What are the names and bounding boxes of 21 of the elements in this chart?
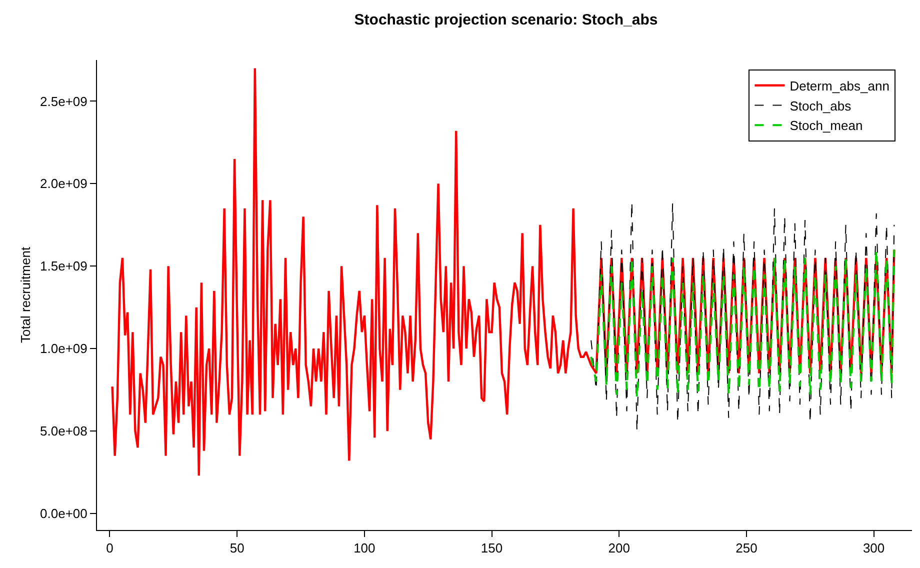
y-tick-label: 2.5e+09 [40,94,88,109]
x-tick-label: 100 [354,540,376,556]
y-tick-label: 0.0e+00 [40,506,88,522]
legend-label: Stoch_abs [790,98,852,114]
y-tick-label: 2.0e+09 [40,176,88,192]
y-tick-label: 1.5e+09 [40,258,88,274]
x-tick-label: 250 [736,540,758,556]
line-series [111,67,896,477]
chart-title: Stochastic projection scenario: Stoch_abs [354,12,658,29]
y-tick-label: 5.0e+08 [40,424,88,439]
x-tick-label: 50 [230,540,244,556]
line-series [590,201,895,432]
x-tick-label: 0 [106,540,114,556]
y-axis-title: Total recruitment [18,246,33,344]
x-tick-label: 200 [608,540,630,556]
x-tick-label: 300 [862,540,885,556]
x-tick-label: 150 [480,540,503,556]
legend-label: Stoch_mean [790,118,863,134]
line-series [590,248,896,400]
y-tick-label: 1.0e+09 [40,341,88,356]
legend-label: Determ_abs_ann [790,78,890,94]
